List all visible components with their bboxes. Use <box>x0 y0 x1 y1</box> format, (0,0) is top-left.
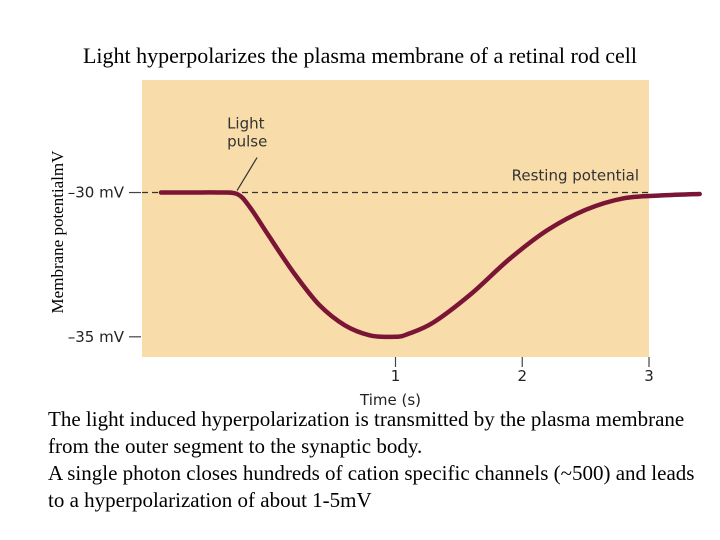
x-tick-label-1: 2 <box>517 367 527 385</box>
plot-background <box>142 80 649 357</box>
light-pulse-pointer <box>236 157 258 191</box>
paragraph-transmission: The light induced hyperpolarization is t… <box>48 407 685 458</box>
light-pulse-label-line-1: pulse <box>227 133 267 151</box>
x-tick-label-2: 3 <box>644 367 654 385</box>
membrane-potential-series <box>158 190 702 340</box>
y-tick-label-0: –30 mV <box>68 184 125 202</box>
paragraph-photon: A single photon closes hundreds of catio… <box>48 461 695 512</box>
x-axis-ticks: 1 2 3 <box>391 357 654 385</box>
light-pulse-label-line-0: Light <box>227 115 265 133</box>
y-tick-label-1: –35 mV <box>68 328 125 346</box>
slide-title: Light hyperpolarizes the plasma membrane… <box>82 43 638 68</box>
y-axis-ticks: –30 mV –35 mV <box>68 184 141 346</box>
body-text: The light induced hyperpolarization is t… <box>48 406 708 514</box>
x-tick-label-0: 1 <box>391 367 401 385</box>
resting-potential-label: Resting potential <box>512 167 639 185</box>
x-axis-label: Time (s) <box>359 391 421 409</box>
light-pulse-label: Light pulse <box>227 115 267 151</box>
